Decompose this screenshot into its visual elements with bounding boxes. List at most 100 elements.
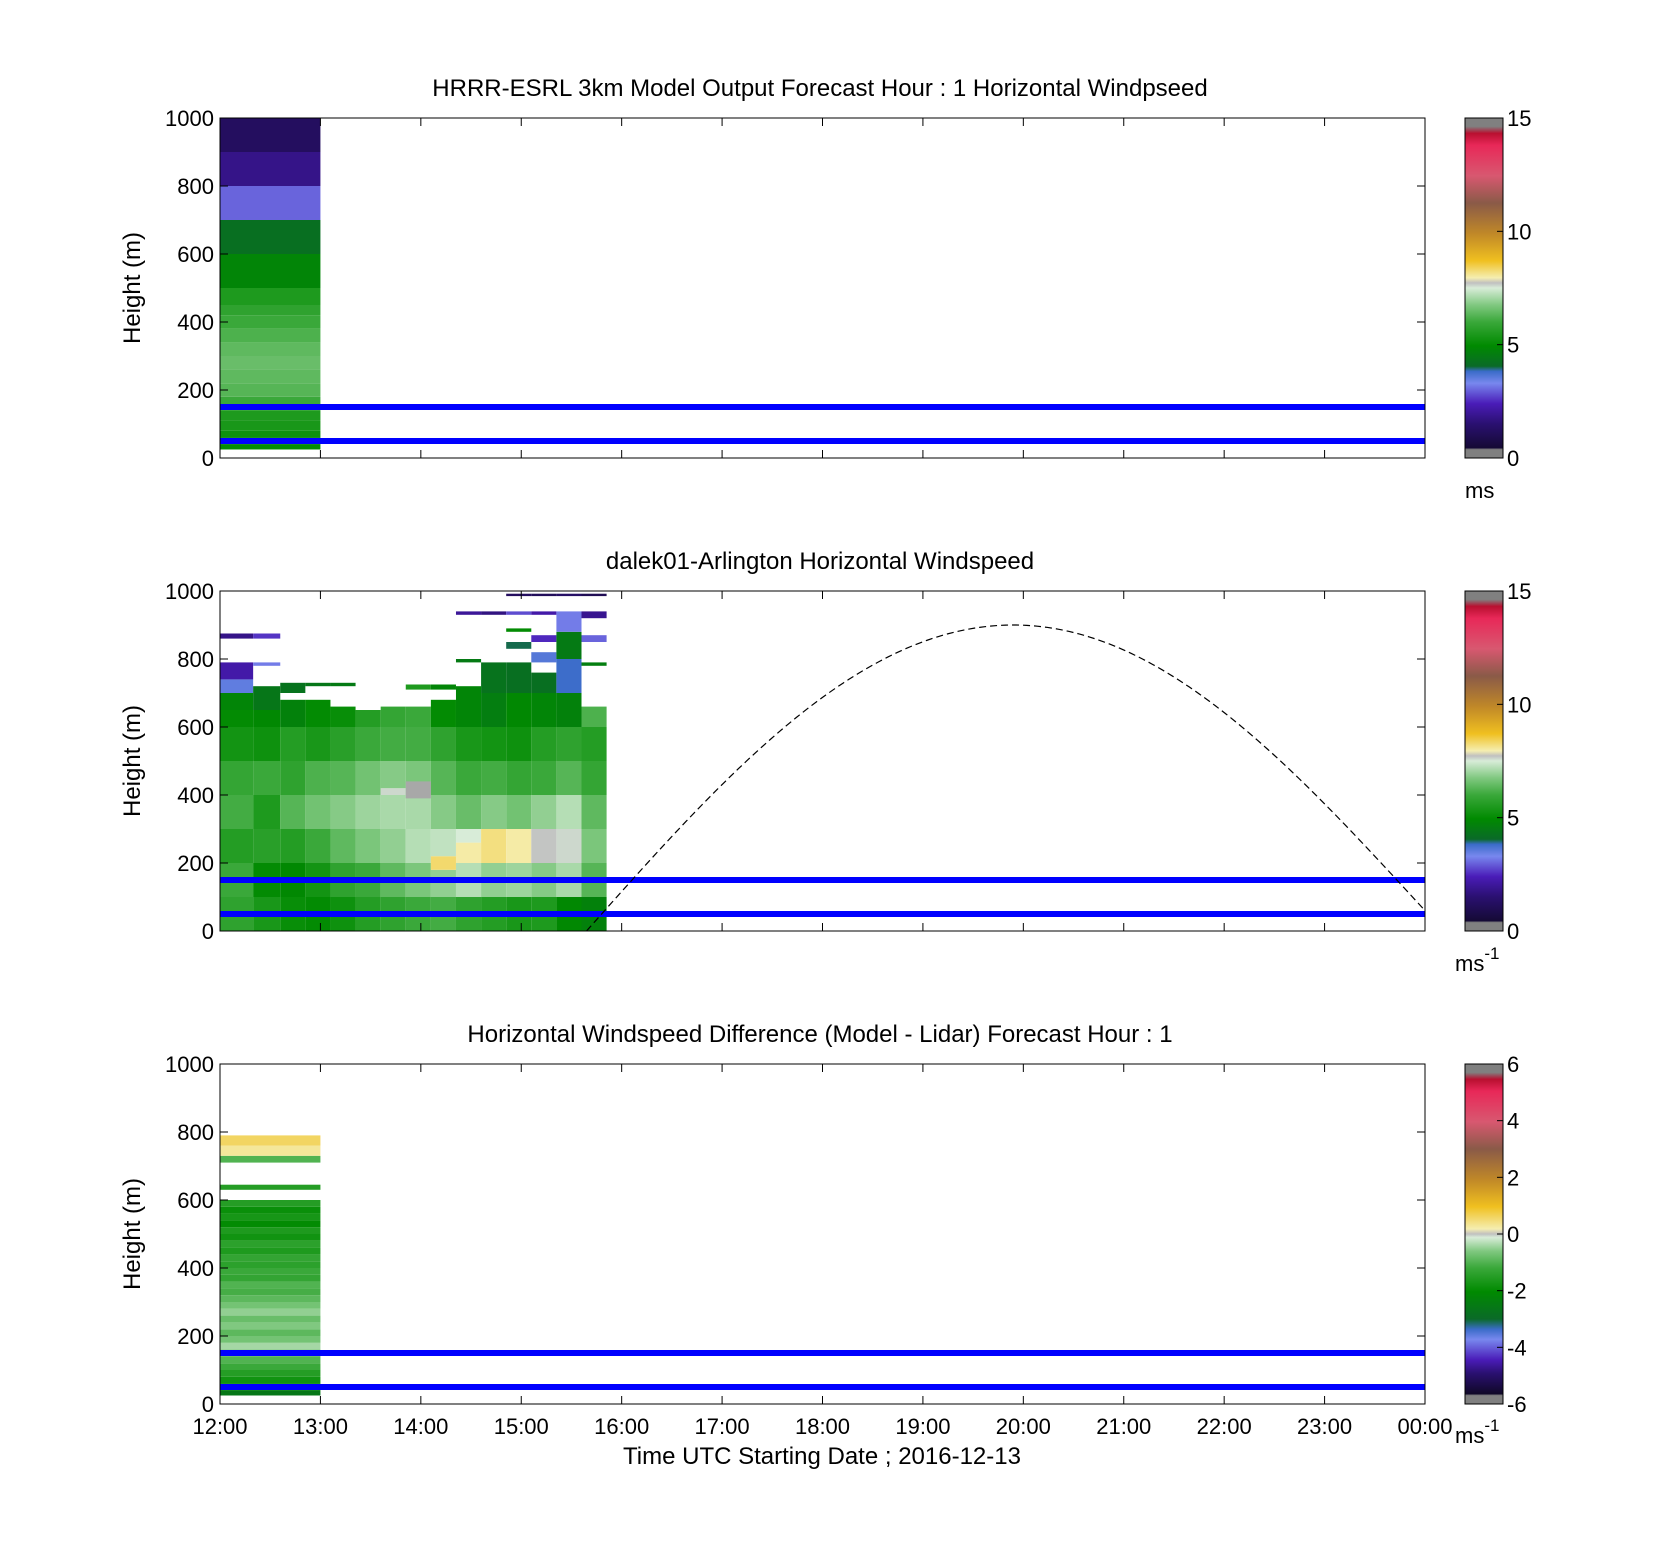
heatmap-cell — [556, 693, 582, 727]
colorbar-unit-base: ms — [1465, 478, 1494, 503]
heatmap-cell — [280, 795, 306, 829]
colorbar-gradient — [1465, 1064, 1503, 1404]
x-axis-label: Time UTC Starting Date ; 2016-12-13 — [623, 1443, 1021, 1470]
y-axis-label: Height (m) — [119, 705, 146, 817]
heatmap-cell — [220, 1390, 321, 1396]
heatmap-cell — [330, 682, 356, 687]
heatmap-cell — [355, 710, 381, 727]
x-tick-label: 16:00 — [594, 1414, 649, 1439]
heatmap-cell — [531, 672, 557, 693]
heatmap-cell — [556, 761, 582, 795]
heatmap-cell — [253, 761, 281, 795]
heatmap-cell — [253, 710, 281, 727]
heatmap-cell — [280, 829, 306, 863]
heatmap-cell — [481, 662, 507, 693]
heatmap-cell — [330, 706, 356, 727]
model-windspeed-panel: HRRR-ESRL 3km Model Output Forecast Hour… — [119, 75, 1531, 503]
heatmap-cell — [220, 1247, 321, 1255]
heatmap-cell — [305, 761, 331, 795]
colorbar-gradient — [1465, 591, 1503, 931]
heatmap-cell — [506, 761, 532, 795]
y-axis-label: Height (m) — [119, 1178, 146, 1290]
heatmap-cell — [305, 727, 331, 761]
y-tick-label: 800 — [177, 1120, 214, 1145]
colorbar-tick-label: -6 — [1507, 1392, 1527, 1417]
overlays — [220, 1350, 1425, 1390]
heatmap-cell — [531, 727, 557, 761]
heatmap-cell — [556, 631, 582, 659]
heatmap-cell — [220, 1254, 321, 1262]
heatmap-cell — [220, 444, 321, 450]
heatmap-cell — [220, 288, 321, 305]
solar-elevation-curve — [586, 624, 1426, 932]
heatmap-cell — [405, 727, 431, 761]
y-tick-label: 0 — [202, 1392, 214, 1417]
heatmap-cell — [220, 1281, 321, 1289]
heatmap-cell — [355, 727, 381, 761]
heatmap-cell — [556, 611, 582, 632]
colorbar-tick-label: 10 — [1507, 219, 1531, 244]
heatmap-cell — [253, 662, 281, 666]
difference-panel: Horizontal Windspeed Difference (Model -… — [119, 1021, 1527, 1448]
heatmap-cell — [220, 1302, 321, 1309]
y-tick-label: 400 — [177, 310, 214, 335]
heatmap-cell — [220, 761, 254, 795]
colorbar: 0 5 10 15 ms — [1464, 106, 1531, 503]
heatmap-cell — [405, 706, 431, 727]
colorbar-unit-exponent: -1 — [1484, 944, 1499, 963]
y-tick-label: 0 — [202, 919, 214, 944]
heatmap-cell — [220, 795, 254, 829]
heatmap-cell — [506, 727, 532, 761]
y-tick-label: 800 — [177, 174, 214, 199]
heatmap-cell — [506, 662, 532, 693]
x-tick-label: 21:00 — [1096, 1414, 1151, 1439]
colorbar-unit-exponent: -1 — [1484, 1416, 1499, 1435]
colorbar-frame — [1464, 590, 1504, 932]
overlays — [220, 624, 1426, 932]
heatmap-cell — [220, 1370, 321, 1377]
missing-data-patch — [405, 781, 431, 799]
heatmap-cell — [455, 761, 482, 795]
heatmap-cell — [220, 710, 254, 727]
heatmap-cell — [253, 727, 281, 761]
heatmap-cell — [531, 693, 557, 727]
y-axis-ticks: 0 200 400 600 800 1000 — [165, 1052, 1425, 1417]
heatmap-cell — [220, 1363, 321, 1370]
colorbar-tick-label: 5 — [1507, 806, 1519, 831]
heatmap-cell — [556, 593, 582, 597]
y-tick-label: 1000 — [165, 579, 214, 604]
heatmap-cell — [481, 727, 507, 761]
heatmap-cell — [220, 1240, 321, 1248]
x-tick-label: 17:00 — [695, 1414, 750, 1439]
heatmap-cell — [531, 635, 557, 642]
heatmap-cell — [220, 1135, 321, 1146]
panel-title: dalek01-Arlington Horizontal Windspeed — [606, 548, 1034, 575]
heatmap-cell — [355, 761, 381, 795]
colorbar-unit: ms — [1465, 478, 1494, 503]
heatmap-cell — [220, 1288, 321, 1296]
heatmap-cell — [455, 795, 482, 829]
colorbar-tick-label: 4 — [1507, 1109, 1519, 1134]
heatmap-cell — [220, 410, 321, 421]
heatmap-cell — [380, 788, 406, 795]
panel-title: HRRR-ESRL 3km Model Output Forecast Hour… — [432, 75, 1207, 102]
heatmap-cell — [280, 682, 306, 693]
heatmap-cell — [430, 856, 456, 870]
colorbar: 0 5 10 15 ms-1 — [1455, 579, 1531, 976]
colorbar-unit-base: ms — [1455, 951, 1484, 976]
heatmap-cell — [531, 829, 557, 863]
heatmap-cell — [531, 761, 557, 795]
colorbar-unit: ms-1 — [1455, 944, 1499, 976]
heatmap-cell — [430, 795, 456, 829]
heatmap-cell — [220, 1220, 321, 1228]
heatmap-cell — [430, 684, 456, 690]
colorbar-tick-label: -2 — [1507, 1279, 1527, 1304]
heatmap-cell — [220, 254, 321, 288]
y-tick-label: 400 — [177, 1256, 214, 1281]
colorbar-tick-label: 6 — [1507, 1052, 1519, 1077]
heatmap-cell — [220, 1200, 321, 1207]
x-tick-label: 13:00 — [293, 1414, 348, 1439]
colorbar-tick-label: -4 — [1507, 1335, 1527, 1360]
heatmap-cell — [220, 1227, 321, 1234]
